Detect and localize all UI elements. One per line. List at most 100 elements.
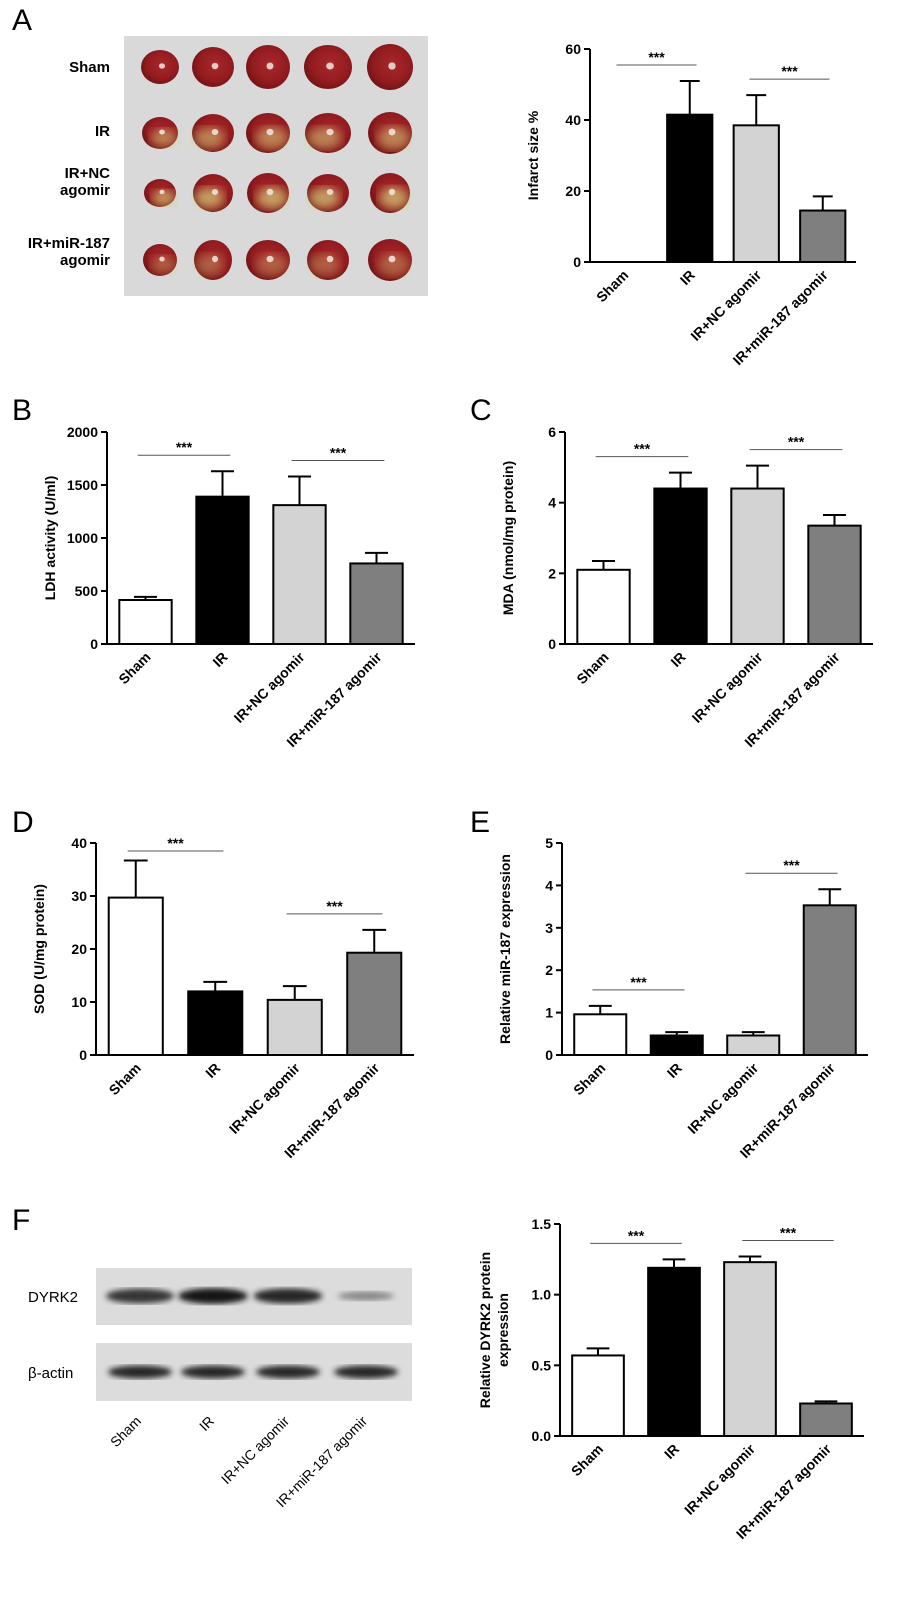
y-tick-label: 0 [545,1047,553,1063]
x-tick-label-ir: IR [667,649,688,670]
actin-band [181,1365,245,1379]
heart-slice [367,44,413,90]
heart-slice [192,114,234,152]
heart-slice [368,239,412,281]
heart-slice [307,174,349,212]
panel-label-e: E [470,806,490,839]
x-tick-label-sham: Sham [115,649,153,687]
bar-ir-mir-187-agomir [799,209,847,263]
y-tick-label: 0 [79,1047,87,1063]
y-tick-label: 20 [565,183,581,199]
bar-ir-mir-187-agomir [807,524,862,646]
bar-ir-mir-187-agomir [349,562,404,645]
panel-label-b: B [12,394,32,427]
chart-dyrk2-protein: 0.0 0.5 1.0 1.5 Relative DYRK2 protein expres… [477,1216,864,1542]
significance-label: *** [780,1225,797,1241]
y-axis-label: Relative DYRK2 protein expression [477,1252,511,1408]
y-axis-label: MDA (nmol/mg protein) [500,461,516,615]
western-blot [96,1268,412,1401]
blot-lane-label-ir-nc-agomir: IR+NC agomir [218,1413,293,1488]
x-tick-label-sham: Sham [570,1060,608,1098]
heart-slice [192,47,234,87]
y-tick-label: 2 [545,962,553,978]
bar-ir-nc-agomir [726,1034,781,1056]
y-tick-label: 5 [545,835,553,851]
x-tick-label-ir: IR [661,1441,682,1462]
y-tick-label: 40 [71,835,87,851]
y-axis-label: SOD (U/mg protein) [31,884,47,1014]
x-tick-label-sham: Sham [568,1441,606,1479]
heart-slice [246,45,290,89]
chart-mir187-expression: 0 1 2 3 4 5 Relative miR-187 expression Sham IR I… [497,835,868,1161]
heart-slice [304,45,352,89]
actin-band [256,1365,320,1379]
dyrk2-band [178,1288,248,1304]
significance-label: *** [648,49,665,65]
y-axis-label: LDH activity (U/ml) [42,476,58,600]
significance-label: *** [176,439,193,455]
dyrk2-band [338,1291,394,1301]
y-tick-label: 0 [548,636,556,652]
blot-row-label-dyrk2: DYRK2 [28,1289,78,1306]
chart-ldh-activity: 0 500 1000 1500 2000 LDH activity (U/ml) Sham I… [42,424,415,750]
y-tick-label: 0 [90,636,98,652]
photo-row-labels: Sham IR IR+NC agomir IR+miR-187 agomir [28,59,110,269]
heart-slices-photo [124,36,428,296]
x-tick-label-ir-nc-agomir: IR+NC agomir [226,1059,303,1136]
y-tick-label: 1.5 [532,1216,552,1232]
bar-ir [187,990,244,1057]
y-tick-label: 2000 [67,424,98,440]
x-tick-label-sham: Sham [106,1060,144,1098]
significance-label: *** [781,63,798,79]
y-tick-label: 6 [548,424,556,440]
bar-ir [666,113,714,263]
y-tick-label: 0 [573,254,581,270]
bar-ir [653,487,708,645]
bar-ir [195,495,250,645]
bar-sham [576,568,631,645]
photo-row-label-ir-nc-agomir: IR+NC agomir [60,165,110,199]
photo-row-label-ir-mir-187-agomir: IR+miR-187 agomir [28,235,110,269]
bar-sham [107,896,164,1057]
significance-label: *** [167,835,184,851]
y-tick-label: 1.0 [532,1287,552,1303]
y-tick-label: 3 [545,920,553,936]
photo-row-label-ir: IR [95,123,110,140]
bar-sham [571,1354,625,1437]
y-tick-label: 40 [565,112,581,128]
blot-lane-label-sham: Sham [107,1413,144,1450]
x-tick-label-ir: IR [202,1060,223,1081]
x-tick-label-ir-nc-agomir: IR+NC agomir [684,1059,761,1136]
dyrk2-band [105,1288,175,1304]
y-tick-label: 0.5 [532,1357,552,1373]
x-tick-label-ir: IR [664,1060,685,1081]
y-tick-label: 0.0 [532,1428,552,1444]
bar-ir-nc-agomir [266,998,323,1057]
x-tick-label-sham: Sham [593,267,631,305]
heart-slice [141,50,179,84]
heart-slice [247,173,289,213]
heart-slice [194,240,232,280]
y-tick-label: 4 [548,495,556,511]
y-tick-label: 1000 [67,530,98,546]
panel-label-a: A [12,4,32,37]
y-tick-label: 1500 [67,477,98,493]
bar-ir-nc-agomir [730,487,785,645]
heart-slice [193,174,233,212]
y-tick-label: 2 [548,565,556,581]
heart-slice [370,173,410,213]
bar-sham [118,599,173,646]
significance-label: *** [326,898,343,914]
y-tick-label: 500 [75,583,99,599]
bar-ir-mir-187-agomir [802,904,857,1056]
y-tick-label: 10 [71,994,87,1010]
panel-label-f: F [12,1204,30,1237]
heart-slice [143,244,177,276]
heart-slice [307,240,349,280]
dyrk2-band [253,1288,323,1304]
bar-ir [649,1034,704,1056]
y-tick-label: 1 [545,1005,553,1021]
heart-slice [246,240,290,280]
x-tick-label-ir-nc-agomir: IR+NC agomir [689,648,766,725]
x-tick-label-ir-nc-agomir: IR+NC agomir [231,648,308,725]
